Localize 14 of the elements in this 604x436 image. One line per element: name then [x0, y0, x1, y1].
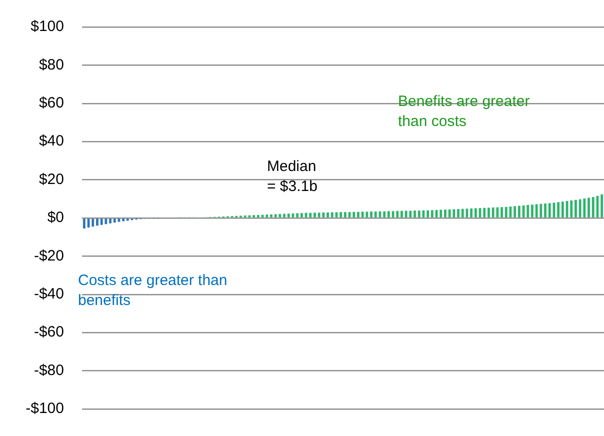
- y-tick-label: $20: [38, 170, 64, 188]
- y-tick-label: $0: [47, 209, 64, 226]
- y-tick-label: -$40: [34, 286, 64, 303]
- y-tick-label: -$80: [34, 362, 64, 379]
- y-tick-label: -$20: [34, 247, 64, 264]
- y-tick-label: $100: [30, 18, 64, 36]
- annotation: Benefits are greater than costs: [398, 92, 531, 132]
- y-tick-label: $60: [38, 94, 64, 112]
- y-tick-label: -$100: [26, 400, 64, 418]
- y-tick-label: $80: [38, 56, 64, 74]
- annotation: Median = $3.1b: [267, 157, 318, 197]
- y-tick-label: -$60: [34, 324, 64, 341]
- y-tick-label: $40: [38, 132, 64, 150]
- annotation: Costs are greater than benefits: [78, 271, 228, 311]
